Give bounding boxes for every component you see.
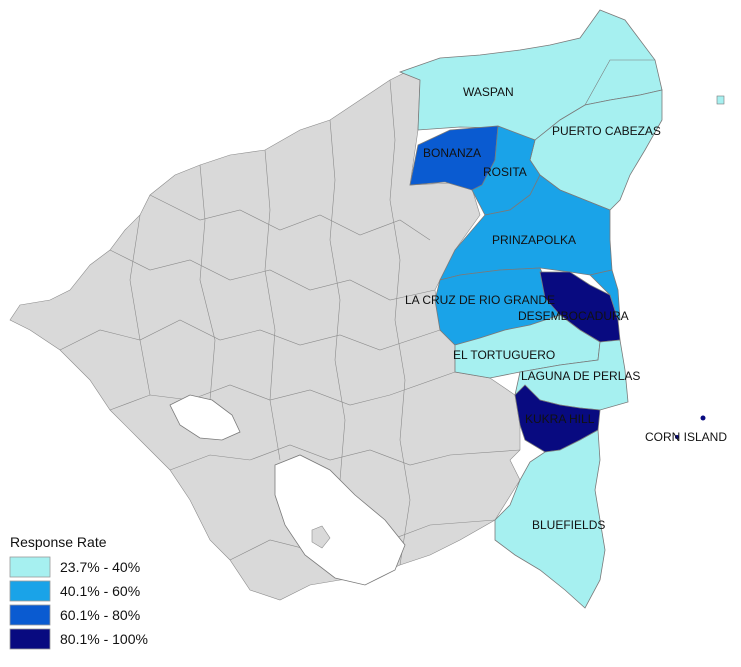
legend-title: Response Rate — [10, 534, 107, 550]
lake-island — [311, 525, 331, 549]
label-prinzapolka: PRINZAPOLKA — [492, 233, 576, 247]
lake-nicaragua — [274, 454, 406, 586]
label-waspan: WASPAN — [463, 85, 514, 99]
legend-label-4: 80.1% - 100% — [60, 631, 148, 647]
legend-label-3: 60.1% - 80% — [60, 607, 140, 623]
label-la-cruz: LA CRUZ DE RIO GRANDE — [405, 293, 555, 307]
legend-swatch-2 — [9, 580, 51, 602]
legend-swatch-1 — [9, 556, 51, 578]
label-corn-island: CORN ISLAND — [645, 430, 727, 444]
legend-items: 23.7% - 40% 40.1% - 60% 60.1% - 80% 80.1% -… — [9, 556, 148, 650]
label-desembocadura: DESEMBOCADURA — [518, 309, 629, 323]
region-bluefields[interactable] — [494, 429, 606, 609]
legend-label-1: 23.7% - 40% — [60, 559, 140, 575]
legend: Response Rate 23.7% - 40% 40.1% - 60% 60.1… — [9, 534, 148, 650]
lake-managua — [169, 394, 241, 441]
municipal-boundaries — [59, 79, 521, 566]
label-bonanza: BONANZA — [423, 146, 481, 160]
label-bluefields: BLUEFIELDS — [532, 518, 605, 532]
label-laguna-de-perlas: LAGUNA DE PERLAS — [521, 369, 640, 383]
label-puerto-cabezas: PUERTO CABEZAS — [552, 124, 661, 138]
legend-swatch-4 — [9, 628, 51, 650]
label-el-tortuguero: EL TORTUGUERO — [453, 348, 555, 362]
corn-island-marker-2[interactable] — [675, 435, 679, 439]
label-kukra-hill: KUKRA HILL — [525, 412, 595, 426]
coastal-islet — [716, 95, 725, 105]
label-rosita: ROSITA — [483, 165, 527, 179]
legend-swatch-3 — [9, 604, 51, 626]
legend-label-2: 40.1% - 60% — [60, 583, 140, 599]
puerto-cabezas-inner-boundary — [584, 59, 655, 106]
corn-island-marker[interactable] — [700, 415, 706, 421]
region-desembocadura-coast — [589, 269, 621, 321]
